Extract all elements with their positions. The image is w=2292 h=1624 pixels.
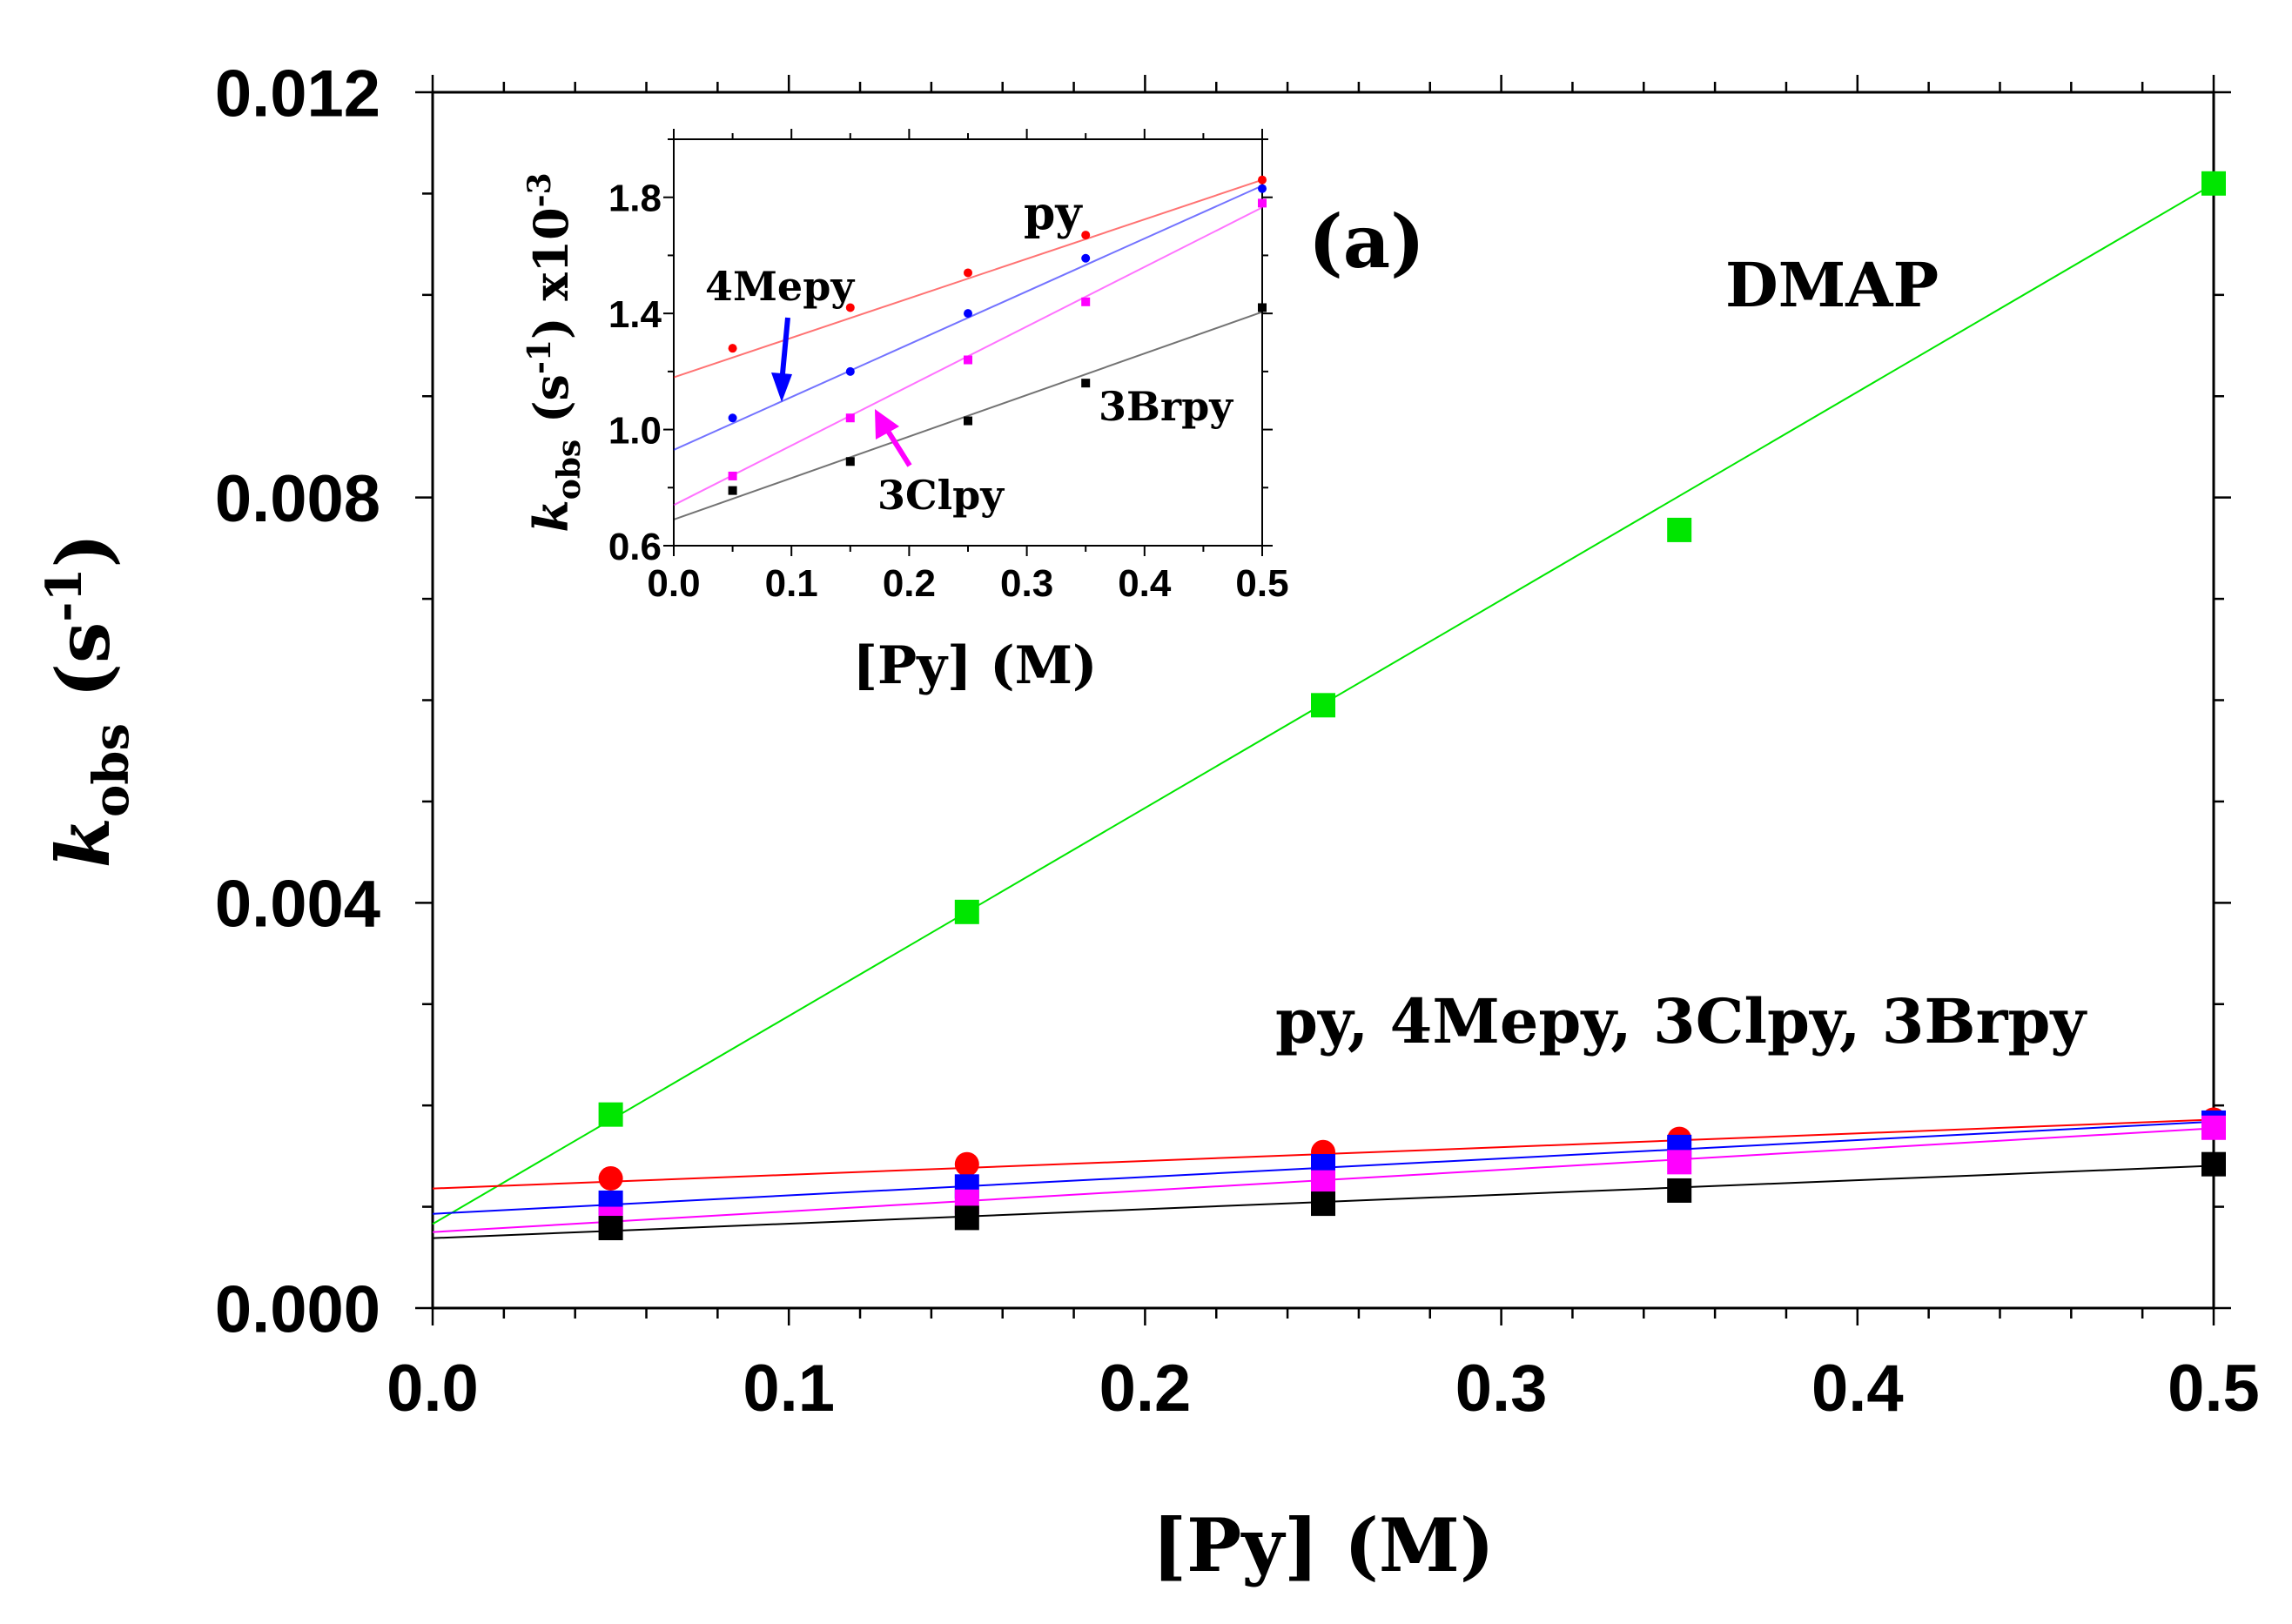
- inset-background: [674, 139, 1262, 546]
- main-point-3brpy: [1311, 1191, 1335, 1217]
- arrow-3clpy: [884, 426, 912, 467]
- dmap-annotation: DMAP: [1725, 249, 1939, 321]
- inset-point-3clpy: [728, 471, 737, 480]
- main-y-tick-label: 0.008: [215, 462, 380, 536]
- arrow-4mepy: [779, 317, 790, 384]
- main-y-tick-label: 0.012: [215, 57, 380, 131]
- main-point-py: [598, 1165, 623, 1191]
- main-point-3brpy: [2201, 1151, 2226, 1177]
- inset-point-4mepy: [845, 366, 855, 376]
- arrowhead-4mepy: [771, 372, 792, 402]
- inset-point-3clpy: [845, 413, 855, 423]
- inset-ticks: 0.0 0.1 0.2 0.3 0.4 0.5 0.6 1.0 1.4 1.8: [608, 129, 1289, 605]
- inset-point-3brpy: [728, 486, 737, 495]
- inset-y-tick-label: 1.0: [608, 409, 662, 452]
- inset-point-py: [1258, 175, 1267, 185]
- main-point-3brpy: [598, 1216, 623, 1241]
- main-point-py: [954, 1151, 979, 1177]
- inset-x-tick-label: 0.4: [1118, 562, 1172, 605]
- main-x-tick-label: 0.3: [1455, 1352, 1548, 1426]
- inset-point-py: [845, 303, 855, 312]
- main-x-tick-label: 0.5: [2168, 1352, 2260, 1426]
- main-point-dmap: [1311, 693, 1335, 718]
- arrowhead-3clpy: [875, 409, 899, 440]
- main-point-dmap: [954, 899, 979, 924]
- inset-point-4mepy: [728, 413, 737, 423]
- inset-x-tick-label: 0.3: [1000, 562, 1053, 605]
- main-x-tick-label: 0.0: [386, 1352, 479, 1426]
- inset-y-axis-label: kobs (s-1) x10-3: [521, 172, 588, 532]
- inset-data-points: [728, 175, 1267, 495]
- inset-x-tick-label: 0.2: [883, 562, 936, 605]
- inset-point-3clpy: [1081, 297, 1091, 306]
- main-x-axis-label: [Py] (M): [1152, 1502, 1494, 1588]
- main-point-dmap: [1667, 517, 1692, 542]
- inset-label-py: py: [1024, 187, 1083, 240]
- main-data-points: [598, 171, 2226, 1241]
- inset-point-3clpy: [964, 355, 972, 365]
- inset-y-tick-label: 1.4: [608, 293, 662, 336]
- inset-fit-line-4mepy: [673, 185, 1263, 451]
- inset-label-4mepy: 4Mepy: [705, 263, 855, 310]
- inset-y-tick-label: 1.8: [608, 178, 662, 220]
- inset-point-4mepy: [964, 309, 972, 319]
- inset-label-3clpy: 3Clpy: [877, 472, 1005, 519]
- main-point-3clpy: [2201, 1115, 2226, 1140]
- main-x-tick-label: 0.4: [1811, 1352, 1904, 1426]
- main-point-3brpy: [954, 1205, 979, 1231]
- inset-fit-line-3brpy: [673, 311, 1263, 520]
- inset-fit-line-py: [673, 178, 1263, 379]
- panel-label: (a): [1308, 198, 1425, 285]
- main-x-tick-label: 0.1: [743, 1352, 835, 1426]
- inset-point-4mepy: [1081, 253, 1091, 263]
- inset-x-tick-label: 0.0: [647, 562, 700, 605]
- inset-x-tick-label: 0.5: [1235, 562, 1288, 605]
- inset-point-py: [728, 344, 737, 353]
- inset-x-tick-label: 0.1: [765, 562, 818, 605]
- main-point-3brpy: [1667, 1178, 1692, 1203]
- group-annotation: py, 4Mepy, 3Clpy, 3Brpy: [1275, 985, 2087, 1057]
- main-x-tick-label: 0.2: [1099, 1352, 1192, 1426]
- inset-point-3brpy: [964, 416, 972, 426]
- inset-y-tick-label: 0.6: [608, 526, 662, 568]
- main-y-tick-label: 0.000: [215, 1272, 380, 1346]
- main-point-dmap: [598, 1102, 623, 1127]
- inset-label-3brpy: 3Brpy: [1099, 383, 1233, 430]
- inset-point-4mepy: [1258, 184, 1267, 193]
- main-y-tick-label: 0.004: [215, 868, 380, 942]
- inset-point-py: [964, 268, 972, 278]
- main-y-axis-label: kobs (s-1): [36, 534, 140, 869]
- main-point-dmap: [2201, 171, 2226, 196]
- inset-point-3brpy: [845, 457, 855, 466]
- main-point-3clpy: [1311, 1170, 1335, 1195]
- inset-point-py: [1081, 231, 1091, 240]
- inset-point-3brpy: [1081, 379, 1091, 388]
- main-ticks: 0.0 0.1 0.2 0.3 0.4 0.5 0.000 0.004 0.008 0.012: [215, 57, 2260, 1426]
- inset-point-3brpy: [1258, 303, 1267, 312]
- inset-point-3clpy: [1258, 198, 1267, 208]
- inset-x-axis-label: [Py] (M): [853, 635, 1098, 696]
- main-point-3clpy: [1667, 1150, 1692, 1175]
